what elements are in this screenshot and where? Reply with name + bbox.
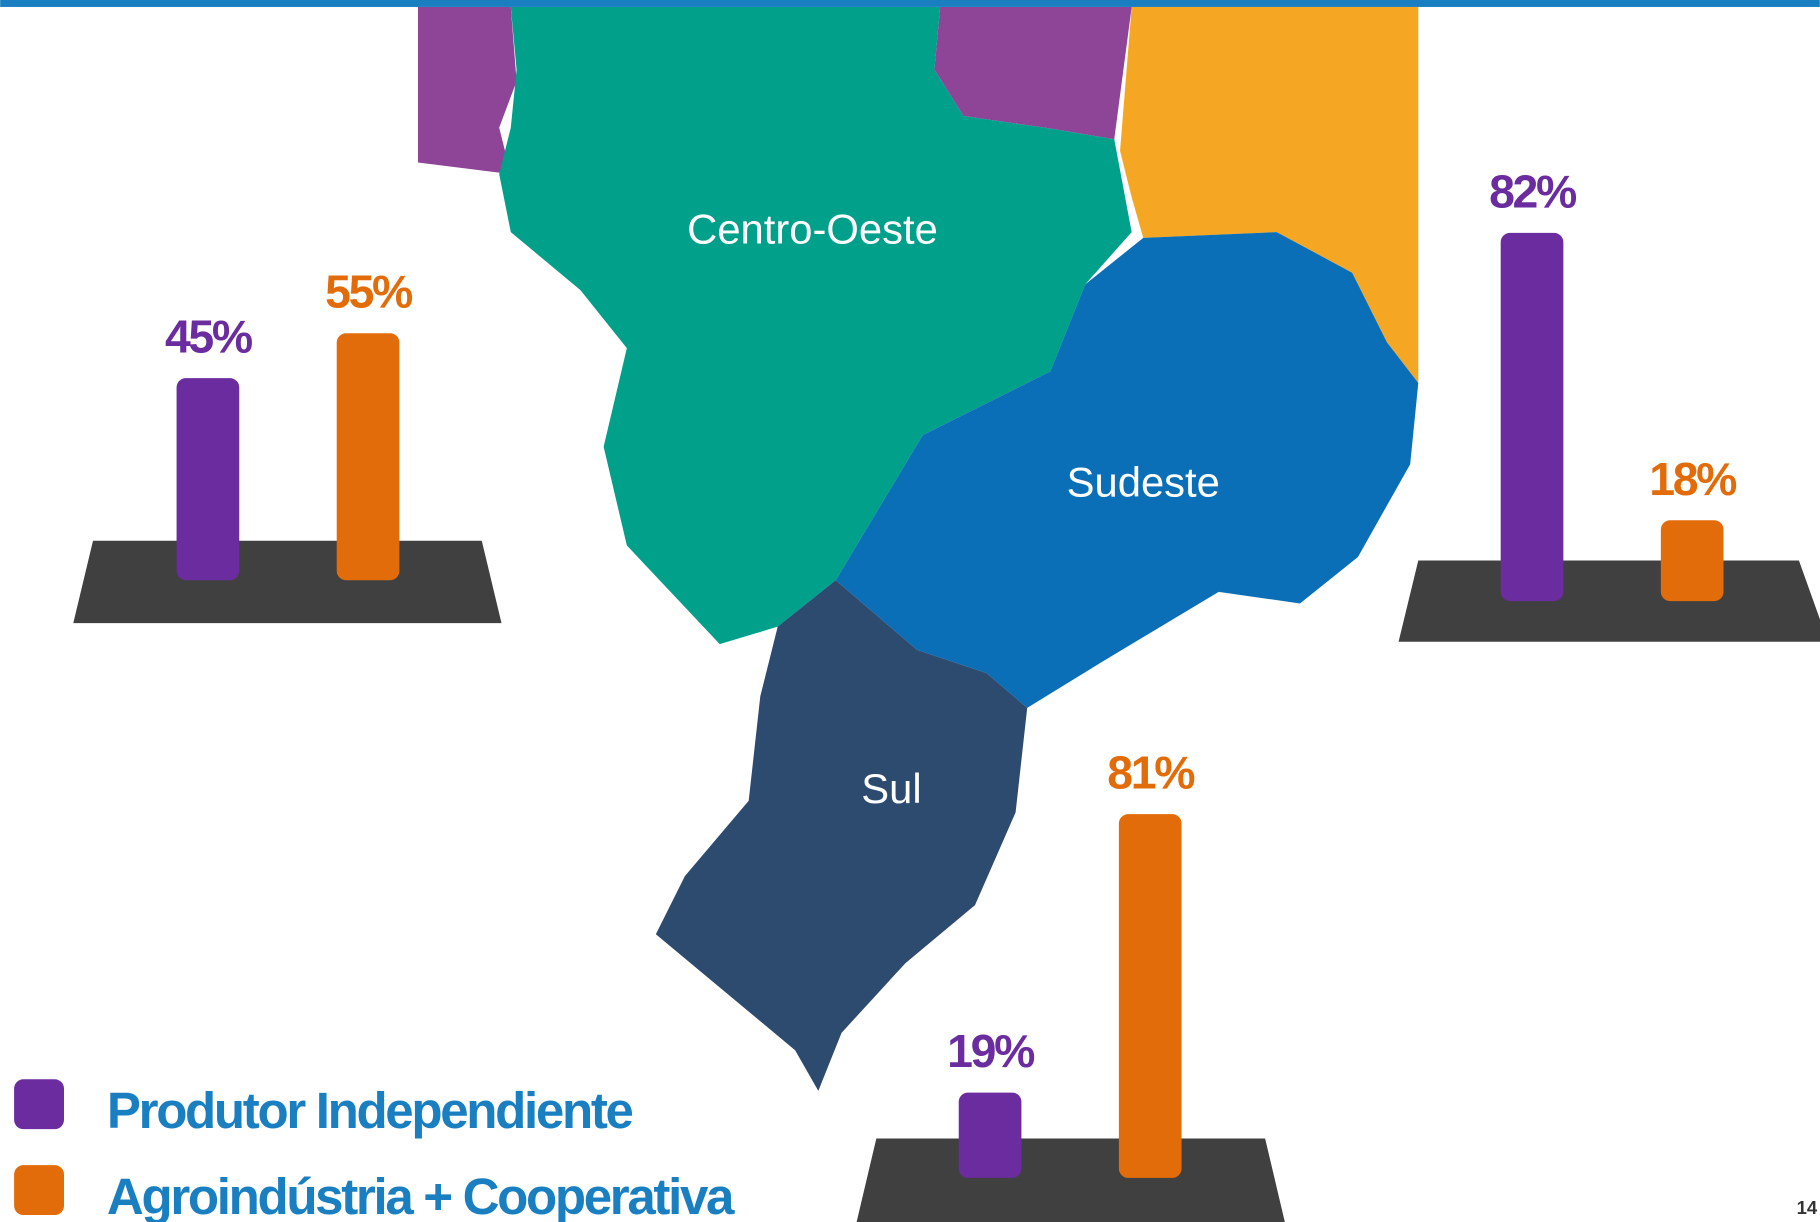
bar: [1118, 814, 1182, 1178]
bar: [1660, 520, 1724, 602]
bar: [336, 333, 400, 581]
legend-swatch: [14, 1079, 64, 1130]
legend-label: Produtor Independiente: [107, 1082, 633, 1139]
bar: [958, 1092, 1022, 1178]
top-rule: [0, 0, 1820, 7]
region-label: Centro-Oeste: [687, 206, 938, 253]
bar-platform: [1398, 560, 1820, 642]
region-sul: [655, 580, 1028, 1091]
region-centro-oeste: [446, 6, 1132, 645]
value-label: 82%: [1489, 165, 1577, 217]
legend-label: Agroindústria + Cooperativa: [107, 1168, 735, 1222]
bar: [176, 378, 240, 581]
map: [417, 6, 1419, 1091]
value-label: 45%: [165, 311, 253, 363]
value-label: 81%: [1107, 747, 1195, 799]
page-number: 14: [1797, 1197, 1818, 1218]
region-label: Sudeste: [1067, 459, 1220, 506]
value-label: 18%: [1649, 453, 1737, 505]
legend-swatch: [14, 1165, 64, 1216]
region-norte-east: [934, 6, 1132, 140]
region-label: Sul: [861, 765, 921, 812]
bar-platform: [73, 540, 502, 624]
region-sudeste: [835, 232, 1419, 708]
region-nordeste: [1120, 6, 1419, 383]
value-label: 19%: [947, 1025, 1035, 1077]
bar-platform: [856, 1138, 1285, 1222]
value-label: 55%: [325, 266, 413, 318]
region-norte-west: [417, 6, 517, 175]
bar: [1500, 232, 1564, 602]
